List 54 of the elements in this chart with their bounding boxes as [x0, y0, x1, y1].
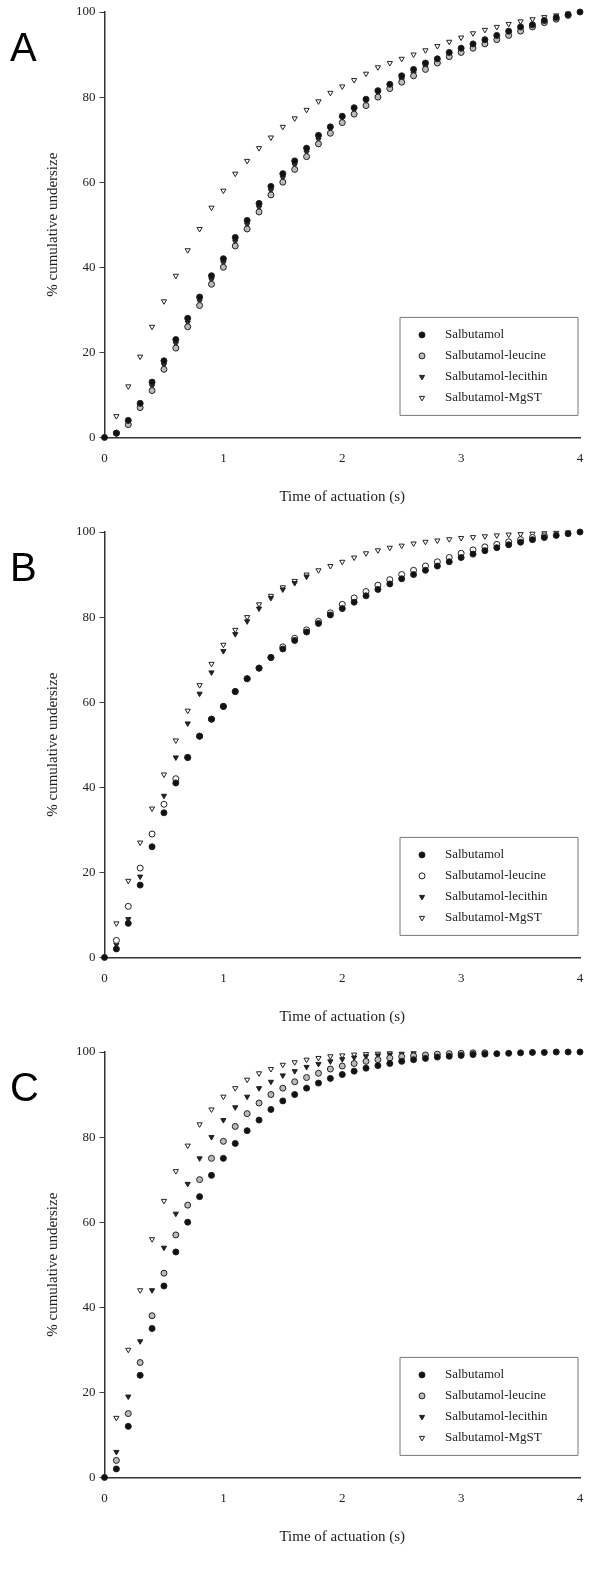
y-tick-label: 100: [76, 1043, 96, 1059]
legend-label: Salbutamol-MgST: [445, 909, 542, 925]
x-tick-label: 4: [576, 969, 584, 985]
y-tick-label: 0: [89, 1468, 96, 1484]
y-axis-title: % cumulative undersize: [43, 152, 60, 297]
y-tick-label: 0: [89, 428, 96, 444]
y-tick-label: 0: [89, 948, 96, 964]
y-tick-label: 80: [82, 1128, 96, 1144]
x-tick-label: 0: [101, 1489, 108, 1505]
chart-title: B: [10, 545, 37, 590]
y-tick-label: 20: [82, 1383, 96, 1399]
x-tick-label: 4: [576, 449, 584, 465]
y-tick-label: 80: [82, 608, 96, 624]
y-axis-title: % cumulative undersize: [43, 672, 60, 817]
x-tick-label: 1: [220, 449, 227, 465]
legend-label: Salbutamol: [445, 1366, 505, 1382]
x-tick-label: 2: [339, 1489, 346, 1505]
legend-label: Salbutamol-leucine: [445, 867, 547, 883]
legend-label: Salbutamol-lecithin: [445, 888, 549, 904]
legend-label: Salbutamol-MgST: [445, 389, 542, 405]
x-axis-title: Time of actuation (s): [279, 1527, 406, 1545]
x-tick-label: 4: [576, 1489, 584, 1505]
y-tick-label: 20: [82, 863, 96, 879]
chart-title: C: [10, 1065, 39, 1110]
legend-label: Salbutamol-MgST: [445, 1429, 542, 1445]
y-tick-label: 80: [82, 88, 96, 104]
x-tick-label: 0: [101, 449, 108, 465]
x-tick-label: 2: [339, 449, 346, 465]
legend-label: Salbutamol: [445, 326, 505, 342]
legend-label: Salbutamol-lecithin: [445, 1408, 549, 1424]
y-tick-label: 60: [82, 1213, 96, 1229]
legend-label: Salbutamol-lecithin: [445, 368, 549, 384]
legend-label: Salbutamol-leucine: [445, 347, 547, 363]
x-tick-label: 1: [220, 1489, 227, 1505]
x-tick-label: 1: [220, 969, 227, 985]
y-tick-label: 40: [82, 778, 96, 794]
legend-label: Salbutamol-leucine: [445, 1387, 547, 1403]
y-tick-label: 40: [82, 258, 96, 274]
x-axis-title: Time of actuation (s): [279, 487, 406, 505]
x-tick-label: 3: [457, 969, 465, 985]
chart-title: A: [10, 25, 37, 70]
y-tick-label: 100: [76, 523, 96, 539]
x-tick-label: 3: [457, 449, 465, 465]
y-axis-title: % cumulative undersize: [43, 1192, 60, 1337]
y-tick-label: 40: [82, 1298, 96, 1314]
x-tick-label: 2: [339, 969, 346, 985]
y-tick-label: 20: [82, 343, 96, 359]
legend-label: Salbutamol: [445, 846, 505, 862]
y-tick-label: 100: [76, 3, 96, 19]
y-tick-label: 60: [82, 693, 96, 709]
x-axis-title: Time of actuation (s): [279, 1007, 406, 1025]
y-tick-label: 60: [82, 173, 96, 189]
x-tick-label: 0: [101, 969, 108, 985]
x-tick-label: 3: [457, 1489, 465, 1505]
